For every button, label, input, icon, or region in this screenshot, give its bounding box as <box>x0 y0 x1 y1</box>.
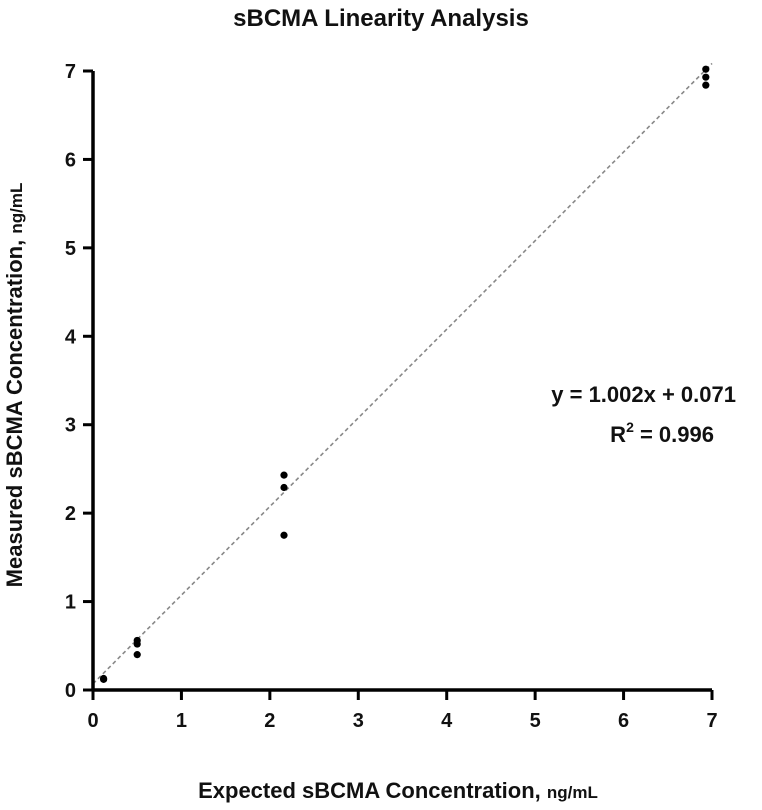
y-tick-label: 1 <box>65 592 76 614</box>
x-tick-label: 1 <box>176 710 187 732</box>
x-axis-unit: ng/mL <box>547 783 598 802</box>
data-point <box>702 65 710 73</box>
data-point <box>100 674 108 683</box>
regression-fit-line <box>92 62 713 685</box>
fit-line-layer <box>92 62 713 685</box>
data-point <box>702 81 710 89</box>
y-tick-label: 5 <box>65 238 76 260</box>
data-point <box>133 636 141 645</box>
y-tick-label: 2 <box>65 503 76 525</box>
y-axis-label-text: Measured sBCMA Concentration, <box>2 240 27 588</box>
r-squared-value: = 0.996 <box>634 422 714 447</box>
y-axis-unit: ng/mL <box>7 183 26 234</box>
regression-equation: y = 1.002x + 0.071 <box>551 382 736 407</box>
x-tick-label: 7 <box>706 710 717 732</box>
x-tick-label: 3 <box>353 710 364 732</box>
x-tick-label: 2 <box>264 710 275 732</box>
x-axis-ticks: 0 1 2 3 4 5 6 7 <box>87 690 718 732</box>
y-tick-label: 3 <box>65 415 76 437</box>
x-tick-label: 6 <box>618 710 629 732</box>
y-tick-label: 0 <box>65 680 76 702</box>
chart-title: sBCMA Linearity Analysis <box>233 5 529 32</box>
data-point <box>280 471 288 479</box>
data-point <box>133 651 141 659</box>
x-axis-label-text: Expected sBCMA Concentration, <box>198 778 541 803</box>
data-point <box>280 483 288 492</box>
r-squared-base: R <box>610 422 626 447</box>
data-point <box>702 73 710 81</box>
y-tick-label: 6 <box>65 149 76 171</box>
r-squared-annotation: R2 = 0.996 <box>610 419 714 447</box>
x-tick-label: 0 <box>87 710 98 732</box>
r-squared-superscript: 2 <box>626 419 634 435</box>
data-point <box>280 531 288 539</box>
y-tick-label: 4 <box>65 326 77 348</box>
y-tick-label: 7 <box>65 61 76 83</box>
y-axis-ticks: 0 1 2 3 4 5 6 7 <box>65 61 93 702</box>
data-points <box>100 65 710 683</box>
x-axis-label: Expected sBCMA Concentration, ng/mL <box>198 778 598 803</box>
x-tick-label: 5 <box>530 710 541 732</box>
axes <box>91 71 712 692</box>
x-tick-label: 4 <box>441 710 453 732</box>
y-axis-label: Measured sBCMA Concentration, ng/mL <box>2 183 27 588</box>
